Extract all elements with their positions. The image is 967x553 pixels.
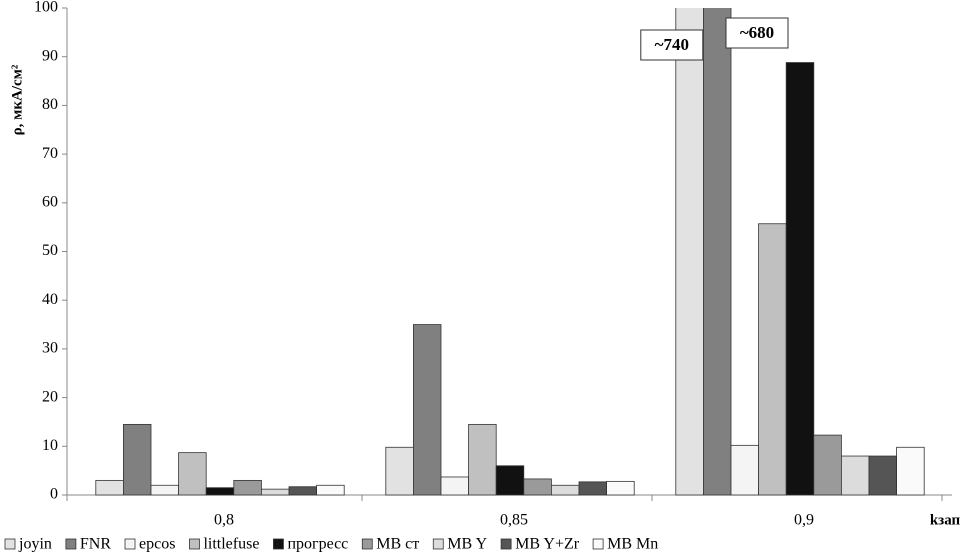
legend-swatch	[500, 538, 512, 550]
legend-swatch	[361, 538, 373, 550]
bar	[440, 476, 470, 496]
y-tick-label: 20	[42, 388, 58, 405]
bar	[288, 486, 318, 496]
bar	[730, 444, 760, 496]
x-tick-label: 0,8	[214, 512, 234, 529]
y-tick-label: 100	[34, 0, 58, 16]
value-label: ~680	[740, 23, 774, 42]
legend-label: MB ст	[376, 536, 419, 553]
bar	[123, 423, 152, 496]
y-tick-label: 50	[42, 242, 58, 259]
y-tick-label: 30	[42, 340, 58, 357]
value-label: ~740	[655, 35, 689, 54]
y-tick-label: 80	[42, 96, 58, 113]
y-tick-label: 60	[42, 193, 58, 210]
legend-swatch	[592, 538, 604, 550]
bar	[468, 423, 497, 496]
bar	[412, 324, 442, 496]
legend-swatch	[65, 538, 77, 550]
bar	[551, 484, 580, 496]
y-axis-label: ρ, мкА/см²	[9, 64, 25, 135]
bar	[260, 488, 290, 496]
legend-label: FNR	[80, 536, 111, 553]
bar	[233, 479, 262, 496]
legend-swatch	[432, 538, 444, 550]
legend-label: прогресс	[287, 536, 348, 553]
bar	[523, 478, 552, 496]
legend-swatch	[124, 538, 136, 550]
bar	[205, 487, 235, 496]
bar	[606, 480, 635, 496]
bar	[675, 8, 704, 496]
legend-label: MB Y	[447, 536, 487, 553]
bar	[495, 465, 525, 496]
y-tick-label: 10	[42, 437, 58, 454]
bar	[703, 8, 732, 496]
legend-swatch	[189, 538, 200, 550]
value-label-box	[640, 29, 704, 61]
bar	[785, 62, 815, 496]
bar	[841, 455, 870, 496]
bar	[316, 484, 345, 496]
y-tick-label: 0	[50, 486, 58, 503]
bar	[578, 481, 608, 496]
y-tick-label: 40	[42, 291, 58, 308]
x-tick-label: 0,85	[500, 512, 528, 529]
legend-label: littlefuse	[203, 536, 259, 553]
legend-label: MB Y+Zr	[515, 536, 580, 553]
legend-swatch	[4, 538, 16, 550]
value-label-box	[725, 17, 789, 49]
bar	[95, 479, 124, 496]
legend-label: MB Mn	[607, 536, 658, 553]
bar	[758, 223, 787, 496]
plot-area	[95, 8, 925, 496]
bar	[385, 446, 414, 496]
y-tick-label: 70	[42, 145, 58, 162]
bar	[896, 446, 925, 496]
legend-swatch	[273, 538, 284, 550]
bar	[868, 455, 898, 496]
y-tick-label: 90	[42, 47, 58, 64]
x-tick-label: 0,9	[794, 512, 814, 529]
bar	[150, 484, 180, 496]
legend-label: epcos	[139, 536, 175, 553]
bar	[813, 434, 842, 496]
legend-label: joyin	[18, 536, 52, 553]
bar	[178, 452, 207, 496]
x-axis-label: kзап	[930, 512, 961, 528]
